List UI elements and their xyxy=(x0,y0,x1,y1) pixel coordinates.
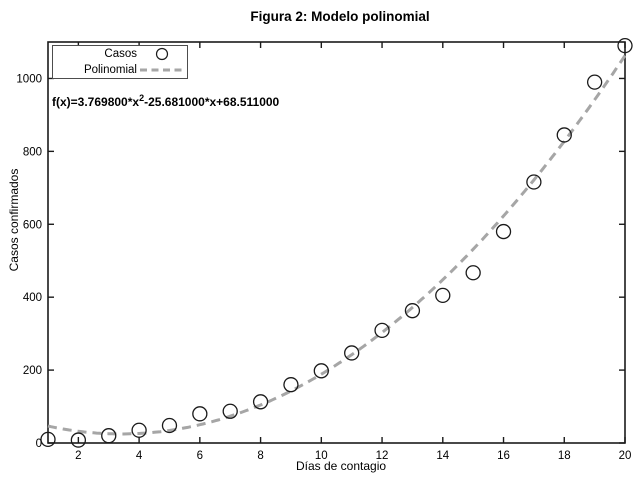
x-tick-label: 8 xyxy=(257,450,263,462)
y-tick-label: 1000 xyxy=(16,73,42,85)
data-point-casos xyxy=(40,431,56,448)
data-point-casos xyxy=(495,223,512,240)
legend-item-casos: Casos xyxy=(53,47,187,62)
data-point-casos xyxy=(465,265,481,281)
data-point-casos xyxy=(344,345,360,361)
data-point-casos xyxy=(101,428,117,444)
x-tick-label: 2 xyxy=(75,450,81,462)
data-point-casos xyxy=(526,174,542,190)
data-point-casos xyxy=(374,322,390,339)
polynomial-curve xyxy=(47,54,627,436)
chart-title: Figura 2: Modelo polinomial xyxy=(250,9,430,24)
data-point-casos xyxy=(70,432,87,448)
legend[interactable]: Casos Polinomial xyxy=(52,45,188,79)
open-circle-icon xyxy=(137,47,187,61)
x-tick-label: 6 xyxy=(197,450,203,462)
data-point-casos xyxy=(283,377,299,393)
data-point-casos xyxy=(404,303,421,319)
equation-suffix: -25.681000*x+68.511000 xyxy=(144,95,280,109)
x-tick-label: 10 xyxy=(315,450,328,462)
legend-label-polinomial: Polinomial xyxy=(83,63,137,76)
data-point-casos xyxy=(161,417,178,434)
y-axis-label: Casos confirmados xyxy=(7,168,21,272)
y-tick-label: 0 xyxy=(36,438,42,450)
x-tick-label: 12 xyxy=(376,450,389,462)
equation-prefix: f(x)=3.769800*x xyxy=(52,95,140,109)
data-point-casos xyxy=(252,394,269,410)
x-tick-label: 14 xyxy=(436,450,449,462)
data-point-casos xyxy=(435,287,451,304)
legend-label-casos: Casos xyxy=(104,48,137,61)
data-point-casos xyxy=(222,403,238,419)
dashed-line-icon xyxy=(137,67,187,73)
x-tick-label: 20 xyxy=(619,450,632,462)
equation-annotation: f(x)=3.769800*x2-25.681000*x+68.511000 xyxy=(52,93,279,109)
legend-item-polinomial: Polinomial xyxy=(53,62,187,77)
y-tick-label: 800 xyxy=(23,146,42,158)
data-point-casos xyxy=(313,363,329,379)
y-tick-label: 600 xyxy=(23,219,42,231)
data-point-casos xyxy=(131,422,147,438)
data-point-casos xyxy=(586,74,603,90)
x-tick-label: 4 xyxy=(136,450,143,462)
y-tick-label: 200 xyxy=(23,365,42,377)
x-tick-label: 16 xyxy=(497,450,510,462)
x-tick-label: 18 xyxy=(558,450,571,462)
axes-box xyxy=(47,41,626,444)
data-point-casos xyxy=(192,406,208,422)
x-axis-label: Días de contagio xyxy=(295,459,387,473)
equation-exponent: 2 xyxy=(139,93,145,103)
y-tick-label: 400 xyxy=(23,292,42,304)
data-point-casos xyxy=(617,37,633,54)
data-point-casos xyxy=(556,127,572,143)
